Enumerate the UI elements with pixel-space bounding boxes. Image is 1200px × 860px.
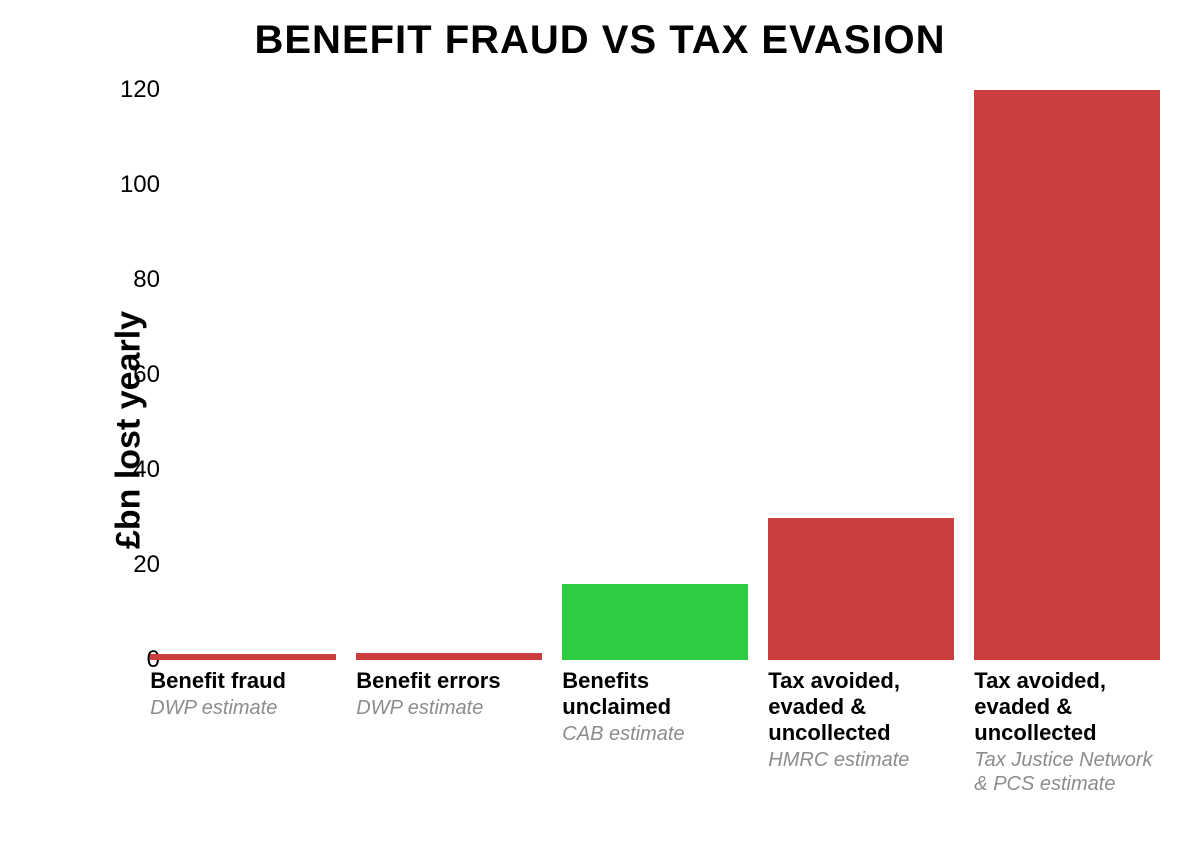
bar-1 (356, 653, 541, 660)
plot-area (140, 90, 1170, 660)
xlabel-2: Benefits unclaimed CAB estimate (562, 668, 747, 746)
bar-3 (768, 518, 953, 661)
xlabel-3: Tax avoided, evaded & uncollected HMRC e… (768, 668, 953, 772)
xlabel-3-text: Tax avoided, evaded & uncollected (768, 668, 953, 746)
xlabel-2-source: CAB estimate (562, 722, 747, 746)
chart-container: BENEFIT FRAUD VS TAX EVASION £bn lost ye… (0, 0, 1200, 860)
xlabel-1-source: DWP estimate (356, 696, 541, 720)
xlabel-0-source: DWP estimate (150, 696, 335, 720)
x-axis-labels: Benefit fraud DWP estimate Benefit error… (140, 668, 1170, 848)
xlabel-0-text: Benefit fraud (150, 668, 335, 694)
xlabel-2-text: Benefits unclaimed (562, 668, 747, 720)
bar-4 (974, 90, 1159, 660)
chart-title: BENEFIT FRAUD VS TAX EVASION (0, 18, 1200, 63)
xlabel-4-text: Tax avoided, evaded & uncollected (974, 668, 1159, 746)
xlabel-0: Benefit fraud DWP estimate (150, 668, 335, 720)
xlabel-4: Tax avoided, evaded & uncollected Tax Ju… (974, 668, 1159, 797)
xlabel-1: Benefit errors DWP estimate (356, 668, 541, 720)
xlabel-1-text: Benefit errors (356, 668, 541, 694)
bar-0 (150, 654, 335, 660)
xlabel-3-source: HMRC estimate (768, 748, 953, 772)
bar-2 (562, 584, 747, 660)
xlabel-4-source: Tax Justice Network & PCS estimate (974, 748, 1159, 797)
